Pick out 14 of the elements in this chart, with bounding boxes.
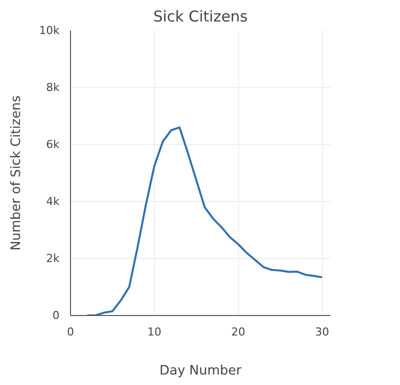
y-tick-label: 8k: [46, 81, 60, 94]
x-tick-label: 30: [315, 326, 330, 338]
x-tick-label: 20: [231, 326, 246, 338]
y-tick-label: 6k: [46, 138, 60, 151]
x-tick-label: 10: [147, 326, 162, 338]
y-tick-label: 10k: [39, 24, 60, 37]
x-tick-label: 0: [67, 326, 74, 338]
y-tick-label: 0: [52, 309, 60, 322]
x-axis-title: Day Number: [159, 364, 242, 378]
chart-title: Sick Citizens: [153, 8, 248, 26]
y-tick-label: 4k: [46, 195, 60, 208]
y-axis-title: Number of Sick Citizens: [9, 95, 24, 250]
y-tick-label: 2k: [46, 252, 60, 265]
line-series: [86, 126, 324, 316]
